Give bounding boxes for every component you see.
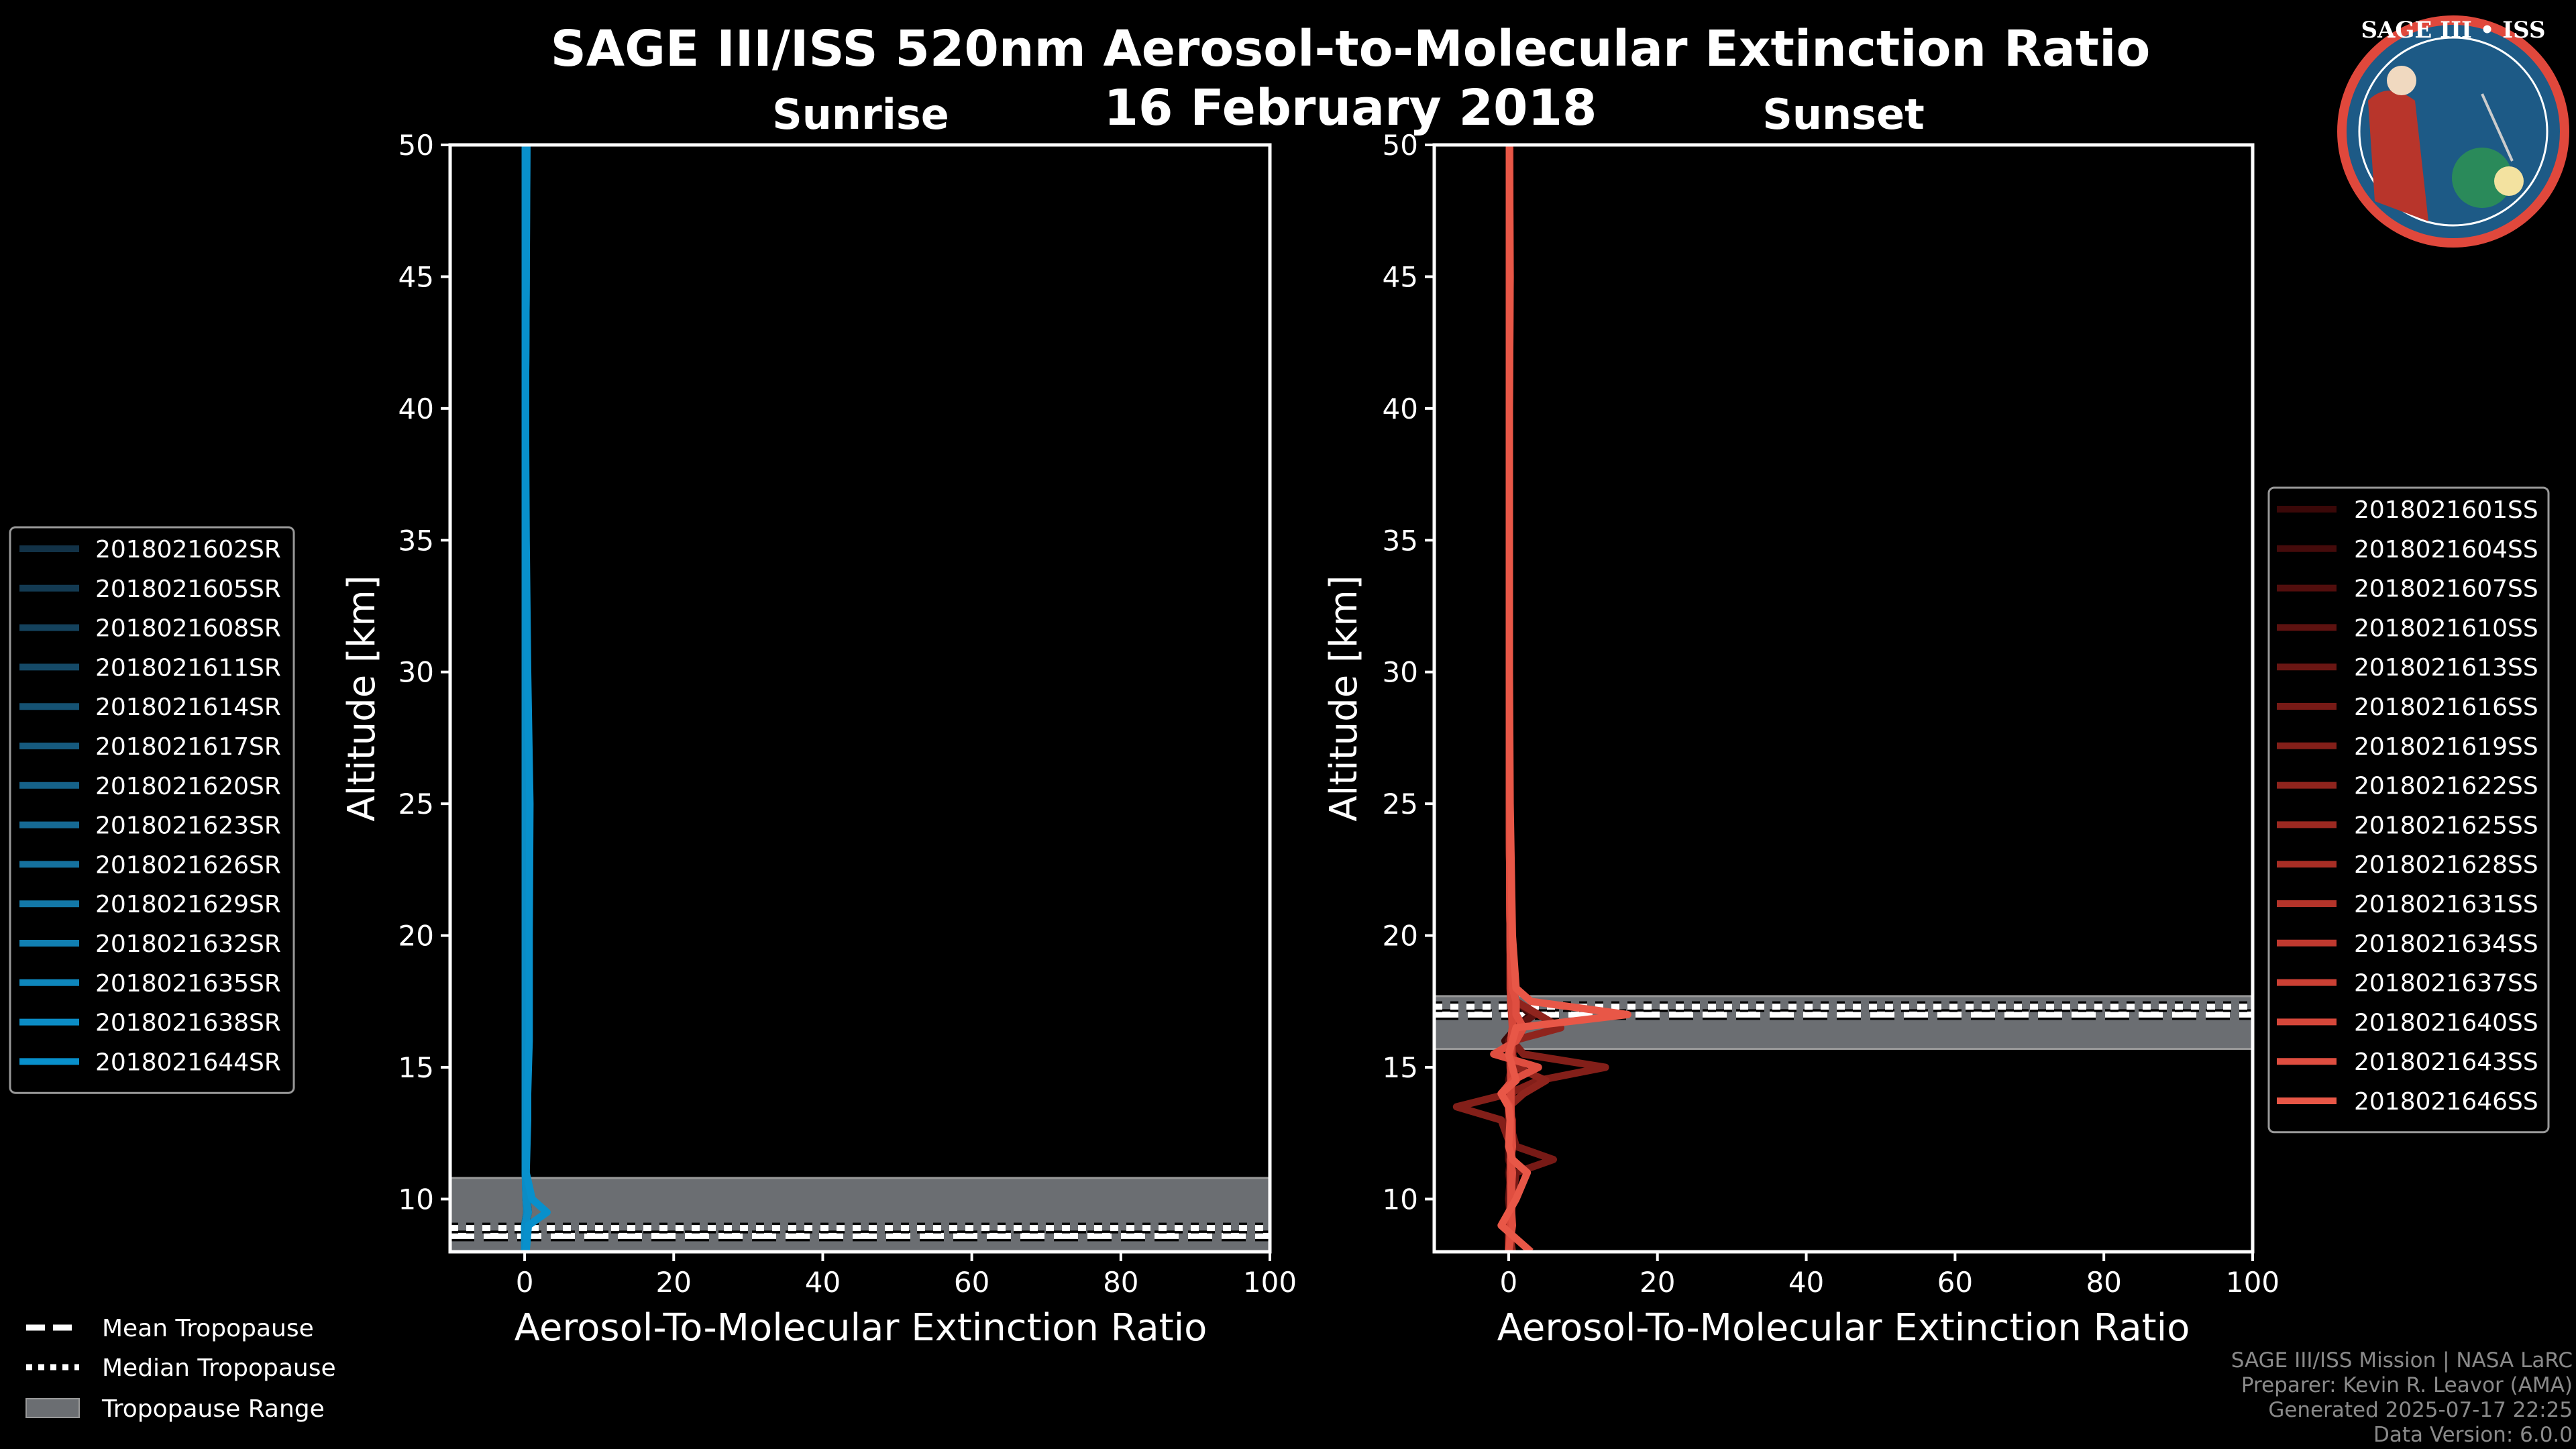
y-tick-label: 35 [1383, 524, 1418, 557]
y-tick-label: 30 [1383, 656, 1418, 689]
x-tick-label: 80 [2086, 1266, 2121, 1299]
y-tick-label: 25 [1383, 788, 1418, 820]
legend-entry: 2018021620SR [95, 773, 281, 800]
y-tick-label: 10 [1383, 1183, 1418, 1216]
legend-entry: 2018021622SS [2354, 773, 2538, 800]
tropopause-range-label: Tropopause Range [101, 1395, 325, 1423]
legend-sunset: 2018021601SS 2018021604SS 2018021607SS 2018… [2267, 486, 2550, 1134]
legend-entry: 2018021638SR [95, 1010, 281, 1037]
legend-entry: 2018021631SS [2354, 891, 2538, 918]
y-tick-label: 20 [1383, 920, 1418, 953]
legend-entry: 2018021607SS [2354, 576, 2538, 603]
legend-sunrise: 2018021602SR 2018021605SR 2018021608SR 2018… [9, 526, 295, 1094]
y-tick-label: 35 [398, 524, 434, 557]
footer-generated: Generated 2025-07-17 22:25 [2268, 1398, 2573, 1422]
figure-title: SAGE III/ISS 520nm Aerosol-to-Molecular … [551, 20, 2151, 78]
y-tick-label: 40 [1383, 392, 1418, 425]
footer-mission: SAGE III/ISS Mission | NASA LaRC [2231, 1348, 2573, 1373]
x-tick-label: 100 [1243, 1266, 1297, 1299]
legend-entry: 2018021629SR [95, 891, 281, 918]
y-tick-label: 50 [1383, 129, 1418, 162]
x-tick-label: 80 [1103, 1266, 1138, 1299]
tropopause-range-swatch [25, 1398, 80, 1418]
legend-entry: 2018021635SR [95, 970, 281, 998]
x-axis-label-sunset: Aerosol-To-Molecular Extinction Ratio [1497, 1306, 2190, 1350]
median-tropopause-label: Median Tropopause [102, 1354, 336, 1382]
legend-entry: 2018021601SS [2354, 496, 2538, 524]
x-tick-label: 20 [1640, 1266, 1675, 1299]
y-tick-label: 15 [398, 1051, 434, 1084]
y-tick-label: 45 [398, 260, 434, 293]
legend-entry: 2018021643SS [2354, 1049, 2538, 1076]
figure-date: 16 February 2018 [1104, 79, 1597, 137]
plot-sunset: 0 20 40 60 80 100 10 15 20 25 30 35 40 45 50 [1383, 129, 2280, 1299]
x-tick-label: 0 [516, 1266, 534, 1299]
legend-entry: 2018021616SS [2354, 694, 2538, 721]
y-axis-label-sunrise: Altitude [km] [340, 575, 384, 821]
y-tick-label: 25 [398, 788, 434, 820]
axes-frame [1432, 143, 2255, 1254]
legend-entry: 2018021602SR [95, 536, 281, 564]
x-tick-label: 100 [2226, 1266, 2279, 1299]
footer-data-version: Data Version: 6.0.0 [2373, 1423, 2573, 1447]
profile-2018021646SS [1497, 145, 1631, 1252]
axes-frame [448, 143, 1272, 1254]
x-tick-label: 40 [1788, 1266, 1824, 1299]
legend-entry: 2018021637SS [2354, 970, 2538, 998]
legend-entry: 2018021614SR [95, 694, 281, 721]
legend-entry: 2018021628SS [2354, 851, 2538, 879]
mean-tropopause-label: Mean Tropopause [102, 1315, 314, 1342]
legend-entry: 2018021610SS [2354, 614, 2538, 642]
panel-title-sunset: Sunset [1762, 90, 1925, 139]
y-tick-label: 10 [398, 1183, 434, 1216]
y-tick-label: 40 [398, 392, 434, 425]
legend-entry: 2018021640SS [2354, 1009, 2538, 1036]
legend-entry: 2018021605SR [95, 576, 281, 603]
legend-entry: 2018021613SS [2354, 654, 2538, 682]
legend-entry: 2018021619SS [2354, 733, 2538, 761]
footer-credits: SAGE III/ISS Mission | NASA LaRC Prepare… [2231, 1348, 2573, 1447]
y-axis-label-sunset: Altitude [km] [1322, 575, 1366, 821]
x-tick-label: 40 [805, 1266, 841, 1299]
tropopause-legend: Mean Tropopause Median Tropopause Tropop… [25, 1315, 336, 1423]
legend-entry: 2018021604SS [2354, 536, 2538, 564]
x-tick-label: 20 [656, 1266, 692, 1299]
legend-entry: 2018021644SR [95, 1049, 281, 1076]
y-tick-label: 15 [1383, 1051, 1418, 1084]
legend-entry: 2018021625SS [2354, 812, 2538, 839]
legend-entry: 2018021632SR [95, 930, 281, 958]
x-tick-label: 60 [1937, 1266, 1973, 1299]
legend-entry: 2018021608SR [95, 615, 281, 643]
profile-2018021644SR [521, 145, 551, 1252]
profile-2018021622SS [1505, 145, 1564, 1252]
legend-entry: 2018021611SR [95, 654, 281, 682]
footer-preparer: Preparer: Kevin R. Leavor (AMA) [2241, 1373, 2573, 1397]
legend-entry: 2018021617SR [95, 733, 281, 761]
logo-text: SAGE III • ISS [2361, 17, 2545, 44]
legend-entry: 2018021646SS [2354, 1088, 2538, 1116]
plot-sunrise: 0 20 40 60 80 100 10 15 20 25 30 35 40 45 50 [398, 129, 1297, 1299]
x-tick-label: 0 [1500, 1266, 1518, 1299]
panel-title-sunrise: Sunrise [772, 90, 949, 139]
legend-entry: 2018021626SR [95, 851, 281, 879]
legend-entry: 2018021623SR [95, 812, 281, 840]
x-tick-label: 60 [954, 1266, 989, 1299]
y-tick-label: 50 [398, 129, 434, 162]
y-tick-label: 20 [398, 920, 434, 953]
y-tick-label: 45 [1383, 260, 1418, 293]
legend-entry: 2018021634SS [2354, 930, 2538, 958]
x-axis-label-sunrise: Aerosol-To-Molecular Extinction Ratio [515, 1306, 1208, 1350]
sage-iii-iss-logo: SAGE III • ISS [2337, 15, 2569, 248]
y-tick-label: 30 [398, 656, 434, 689]
